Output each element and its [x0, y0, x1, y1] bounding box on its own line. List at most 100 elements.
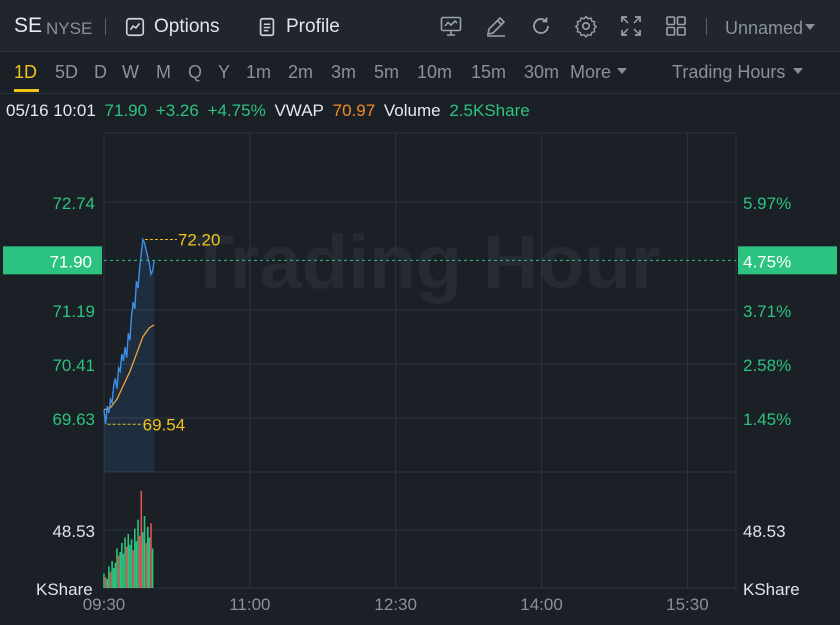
period-tab-10m[interactable]: 10m [417, 62, 453, 82]
volume-bar [127, 534, 130, 588]
refresh-icon[interactable] [529, 14, 553, 38]
percent-tick-label: 3.71% [743, 302, 791, 321]
settings-gear-icon[interactable] [574, 14, 598, 38]
volume-bar [137, 519, 139, 588]
drawing-pen-icon[interactable] [484, 14, 508, 38]
period-tab-30m[interactable]: 30m [524, 62, 560, 82]
volume-bar [132, 550, 134, 588]
period-tab-5d[interactable]: 5D [55, 62, 79, 82]
options-label: Options [154, 16, 220, 37]
price-line [103, 236, 155, 425]
layout-name-label: Unnamed [725, 18, 804, 38]
top-toolbar: SE NYSE Options Profile Unnamed [0, 0, 840, 52]
profile-button[interactable]: Profile [256, 15, 340, 39]
volume-label: Volume [383, 101, 441, 120]
ticker-symbol[interactable]: SE [14, 14, 43, 37]
volume-bar [142, 532, 144, 588]
time-tick-label: 09:30 [83, 595, 126, 614]
chevron-down-icon [617, 67, 628, 74]
document-icon [259, 17, 275, 37]
toolbar-divider [105, 18, 106, 35]
period-bar: 1D 5D D W M Q Y 1m 2m 3m 5m 10m 15m 30m More Trading … [0, 52, 840, 94]
trading-hour-watermark: Trading Hour [188, 220, 661, 305]
volume-tick-label: 48.53 [52, 522, 95, 541]
period-tab-5m[interactable]: 5m [374, 62, 400, 82]
period-tab-2m[interactable]: 2m [288, 62, 314, 82]
fullscreen-icon[interactable] [619, 14, 643, 38]
vwap-line [103, 324, 155, 411]
period-tab-y[interactable]: Y [218, 62, 231, 82]
toolbar-divider [706, 18, 707, 35]
volume-bar [135, 541, 138, 588]
time-tick-label: 14:00 [520, 595, 563, 614]
period-tab-w[interactable]: W [122, 62, 139, 82]
price-tick-label: 71.19 [52, 302, 95, 321]
exchange-label: NYSE [46, 19, 93, 38]
period-tab-d[interactable]: D [94, 62, 107, 82]
volume-bar [122, 553, 125, 588]
volume-bar [140, 490, 143, 588]
volume-bar [114, 562, 117, 588]
period-tab-15m[interactable]: 15m [471, 62, 507, 82]
current-price-badge [3, 246, 102, 275]
session-label: Trading Hours [672, 62, 786, 82]
percent-tick-label: 1.45% [743, 410, 791, 429]
volume-unit-label-right: KShare [743, 580, 800, 599]
period-tab-1m[interactable]: 1m [246, 62, 272, 82]
more-periods-dropdown[interactable]: More [570, 62, 628, 83]
volume-bar [117, 555, 120, 588]
volume-bar [109, 571, 112, 588]
vwap-label: VWAP [274, 101, 324, 120]
volume-bar [145, 543, 147, 588]
options-chart-icon [125, 17, 145, 37]
price-tick-label: 72.74 [52, 194, 95, 213]
active-period-indicator [14, 89, 39, 92]
volume-bar [116, 548, 118, 588]
volume-bar [138, 535, 141, 588]
volume-bar [133, 528, 136, 588]
period-tab-q[interactable]: Q [188, 62, 203, 82]
volume-bar [151, 548, 154, 588]
volume-bar [108, 566, 110, 588]
volume-bar [104, 577, 107, 588]
current-price-badge-label: 71.90 [49, 252, 92, 271]
price-tick-label: 70.41 [52, 356, 95, 375]
time-tick-label: 12:30 [374, 595, 417, 614]
vwap-value: 70.97 [332, 101, 376, 120]
quote-change: +3.26 [155, 101, 199, 120]
quote-change-percent: +4.75% [207, 101, 266, 120]
price-tick-label: 69.63 [52, 410, 95, 429]
chevron-down-icon [793, 67, 804, 74]
low-price-label: 69.54 [143, 415, 186, 434]
percent-tick-label: 2.58% [743, 356, 791, 375]
volume-bar [124, 537, 126, 588]
more-label: More [570, 62, 612, 82]
layout-name-dropdown[interactable]: Unnamed [725, 18, 816, 39]
volume-bar [148, 537, 151, 588]
volume-tick-label-right: 48.53 [743, 522, 786, 541]
period-tab-m[interactable]: M [156, 62, 171, 82]
volume-bar [150, 523, 152, 588]
current-percent-badge [738, 246, 837, 275]
volume-unit-label: KShare [36, 580, 93, 599]
percent-tick-label: 5.97% [743, 194, 791, 213]
options-button[interactable]: Options [124, 15, 219, 39]
quote-datetime: 05/16 10:01 [6, 101, 96, 120]
volume-bar [121, 543, 123, 588]
volume-value: 2.5KShare [449, 101, 530, 120]
volume-bar [111, 561, 113, 588]
price-area-fill [104, 239, 155, 472]
current-percent-badge-label: 4.75% [743, 252, 791, 271]
layout-grid-icon[interactable] [664, 14, 688, 38]
time-tick-label: 11:00 [229, 595, 270, 614]
volume-bar [112, 568, 115, 588]
period-tab-1d[interactable]: 1D [14, 62, 38, 82]
quote-info-line: 05/16 10:01 71.90 +3.26 +4.75% VWAP 70.9… [6, 101, 534, 121]
session-dropdown[interactable]: Trading Hours [672, 62, 804, 83]
volume-bar [125, 546, 128, 588]
indicator-monitor-icon[interactable] [439, 14, 463, 38]
volume-bar [119, 552, 122, 588]
high-price-label: 72.20 [178, 231, 221, 250]
period-tab-3m[interactable]: 3m [331, 62, 357, 82]
volume-bar [146, 526, 149, 588]
